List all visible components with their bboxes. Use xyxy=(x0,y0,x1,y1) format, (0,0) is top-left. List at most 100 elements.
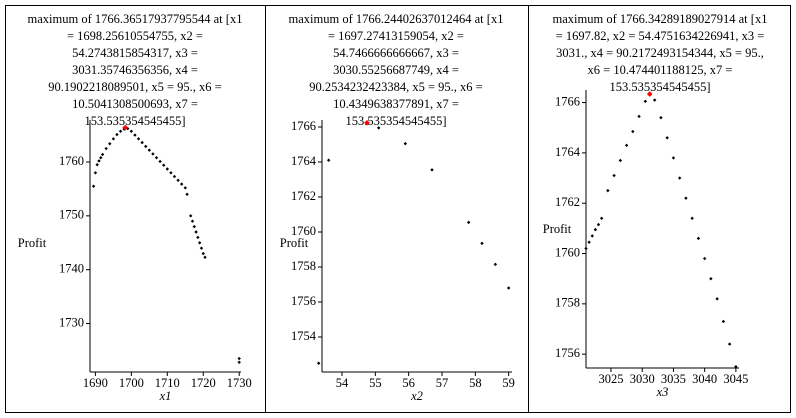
data-point xyxy=(721,319,726,324)
data-point xyxy=(684,196,688,200)
data-point xyxy=(165,167,169,171)
data-point xyxy=(192,224,196,229)
data-point xyxy=(100,152,105,157)
data-point xyxy=(194,230,198,234)
x-tick-label: 54 xyxy=(336,376,349,390)
data-point xyxy=(599,216,604,221)
y-axis-label: Profit xyxy=(18,236,47,250)
data-point xyxy=(188,214,193,218)
data-point xyxy=(179,182,184,186)
data-point xyxy=(727,342,732,346)
data-point xyxy=(197,241,202,245)
data-point xyxy=(734,365,738,369)
max-point xyxy=(646,91,653,97)
y-tick-label: 1766 xyxy=(291,119,316,133)
x-tick-label: 3045 xyxy=(723,372,748,386)
x-tick-label: 56 xyxy=(402,376,415,390)
y-tick-label: 1760 xyxy=(59,154,84,168)
data-point xyxy=(637,114,641,119)
data-point xyxy=(118,129,123,134)
data-point xyxy=(108,141,112,146)
data-point xyxy=(183,186,187,190)
plot-title: 153.535354545455] xyxy=(609,80,710,94)
data-point xyxy=(480,241,484,246)
plot-title: 90.1902218089501, x5 = 95., x6 = xyxy=(48,80,221,94)
x-tick-label: 57 xyxy=(436,376,449,390)
data-point xyxy=(506,286,511,290)
plot-title: 3030.55256687749, x4 = xyxy=(333,63,459,77)
y-tick-label: 1760 xyxy=(291,224,316,238)
plot-title: 3031.35746356356, x4 = xyxy=(72,63,198,77)
data-point xyxy=(237,356,241,361)
data-point xyxy=(584,246,588,251)
y-tick-label: 1756 xyxy=(555,346,580,360)
y-tick-label: 1730 xyxy=(59,315,84,329)
plot-title: 153.535354545455] xyxy=(345,114,446,128)
y-tick-label: 1756 xyxy=(291,294,316,308)
data-point xyxy=(147,148,152,152)
plot-title: 10.4349638377891, x7 = xyxy=(333,97,459,111)
x-axis-label: x1 xyxy=(159,389,172,403)
data-point xyxy=(659,115,663,120)
x-tick-label: 1720 xyxy=(191,376,216,390)
data-point xyxy=(185,192,189,197)
data-point xyxy=(203,255,207,260)
data-point xyxy=(624,143,629,148)
data-point xyxy=(196,235,200,240)
y-tick-label: 1762 xyxy=(291,189,316,203)
data-point xyxy=(677,176,682,180)
data-point xyxy=(237,360,241,365)
data-point xyxy=(376,126,381,130)
data-point xyxy=(709,276,713,281)
plot-title: = 1697.27413159054, x2 = xyxy=(328,29,464,43)
data-point xyxy=(176,178,180,183)
y-axis-label: Profit xyxy=(543,222,572,236)
data-point xyxy=(136,137,141,141)
x-axis-label: x2 xyxy=(410,389,423,403)
data-point xyxy=(690,216,694,221)
plot-title: maximum of 1766.24402637012464 at [x1 xyxy=(289,12,504,26)
data-point xyxy=(91,184,96,188)
plot-title: 90.2534232423384, x5 = 95., x6 = xyxy=(309,80,482,94)
plot-title: maximum of 1766.34289189027914 at [x1 xyxy=(553,12,768,26)
data-point xyxy=(201,251,205,256)
data-point xyxy=(612,173,616,178)
x-tick-label: 1700 xyxy=(119,376,144,390)
x-tick-label: 3040 xyxy=(692,372,717,386)
y-axis-label: Profit xyxy=(280,236,309,250)
y-tick-label: 1764 xyxy=(555,145,581,159)
y-tick-label: 1740 xyxy=(59,262,84,276)
data-point xyxy=(590,234,594,238)
data-point xyxy=(199,246,204,250)
max-point xyxy=(364,119,370,126)
data-point xyxy=(702,256,707,261)
y-tick-label: 1766 xyxy=(555,94,580,108)
data-point xyxy=(493,262,498,267)
data-point xyxy=(93,171,98,175)
data-point xyxy=(715,297,719,301)
frame xyxy=(5,5,791,413)
data-point xyxy=(316,361,321,365)
data-point xyxy=(162,163,166,167)
plot-title: 3031., x4 = 90.2172493154344, x5 = 95., xyxy=(556,46,764,60)
data-point xyxy=(172,174,177,179)
y-tick-label: 1762 xyxy=(555,195,580,209)
data-point xyxy=(643,99,648,104)
plot-title: = 1698.25610554755, x2 = xyxy=(67,29,203,43)
data-point xyxy=(154,155,159,160)
max-point xyxy=(122,124,129,131)
data-point xyxy=(326,158,331,162)
data-point xyxy=(144,144,148,149)
data-point xyxy=(111,137,116,141)
data-point xyxy=(593,227,598,232)
data-point xyxy=(618,158,623,163)
data-point xyxy=(665,136,669,140)
y-tick-label: 1764 xyxy=(291,154,317,168)
data-point xyxy=(430,168,434,172)
x-tick-label: 59 xyxy=(502,376,515,390)
y-tick-label: 1758 xyxy=(291,259,316,273)
plot-title: 10.5041308500693, x7 = xyxy=(72,97,198,111)
data-point xyxy=(115,132,119,137)
data-point xyxy=(169,171,173,175)
